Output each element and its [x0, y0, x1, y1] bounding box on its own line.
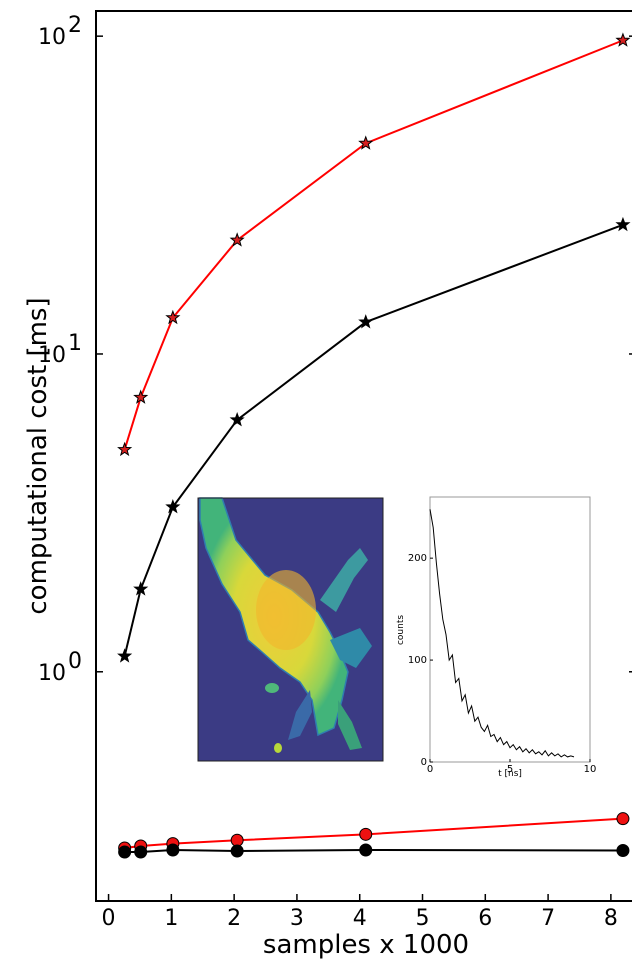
inset-decay-frame: [429, 496, 591, 763]
x-axis-label: samples x 1000: [263, 930, 469, 960]
plot-frame: [95, 10, 632, 902]
data-point: [133, 581, 149, 596]
data-point: [118, 845, 132, 859]
x-tick-label: 3: [290, 906, 304, 931]
data-point: [117, 441, 133, 457]
inset-cell-blob-b: [274, 743, 282, 753]
inset-x-tick-label: 5: [507, 764, 513, 775]
inset-cell-process-d: [338, 700, 362, 750]
series-line: [123, 223, 624, 657]
data-point: [229, 232, 245, 247]
y-tick-label: 10: [38, 343, 66, 368]
inset-cell-process-a: [320, 548, 368, 612]
data-point: [615, 32, 631, 47]
data-point: [165, 309, 181, 325]
inset-decay-xlabel: t [ns]: [498, 769, 522, 779]
y-tick-exponent: 2: [68, 13, 82, 38]
y-tick-exponent: 1: [68, 331, 82, 356]
inset-y-tick-label: 200: [408, 553, 427, 564]
data-point: [358, 135, 374, 150]
series-2: [118, 812, 630, 855]
x-tick-label: 0: [102, 906, 116, 931]
data-point: [165, 499, 181, 514]
series-layer: [117, 32, 631, 859]
x-tick-label: 2: [227, 906, 241, 931]
series-1: [117, 216, 631, 663]
series-3: [118, 843, 630, 859]
series-line: [123, 39, 624, 450]
y-tick-exponent: 0: [68, 649, 82, 674]
data-point: [133, 389, 149, 404]
data-point: [358, 314, 374, 329]
inset-decay-ylabel: counts: [396, 615, 406, 645]
data-point: [616, 812, 630, 826]
x-tick-label: 7: [541, 906, 555, 931]
inset-x-tick-label: 0: [427, 764, 433, 775]
inset-cell-image: [197, 497, 384, 762]
series-line: [124, 817, 624, 849]
y-axis-label: computational cost [ms]: [23, 297, 53, 614]
y-tick-label: 10: [38, 661, 66, 686]
inset-cell-process-c: [288, 690, 312, 740]
series-line: [124, 848, 623, 853]
inset-cell-blob-a: [265, 683, 279, 693]
inset-y-tick-label: 0: [421, 757, 427, 768]
data-point: [117, 648, 133, 663]
x-tick-label: 8: [604, 906, 618, 931]
inset-cell-process-b: [330, 628, 372, 668]
x-tick-label: 6: [478, 906, 492, 931]
data-point: [229, 411, 245, 427]
data-point: [166, 843, 180, 857]
x-tick-label: 5: [416, 906, 430, 931]
series-0: [117, 32, 631, 457]
data-point: [616, 843, 630, 857]
x-tick-label: 1: [164, 906, 178, 931]
inset-cell-hotspot: [256, 570, 316, 650]
inset-decay-curve: [429, 509, 575, 758]
inset-cell-frame: [197, 497, 384, 762]
x-tick-label: 4: [353, 906, 367, 931]
data-point: [230, 844, 244, 858]
inset-x-tick-label: 10: [584, 764, 597, 775]
data-point: [359, 843, 373, 857]
inset-y-tick-label: 100: [408, 655, 427, 666]
data-point: [134, 845, 148, 859]
data-point: [359, 827, 373, 841]
data-point: [615, 216, 631, 232]
y-tick-label: 10: [38, 25, 66, 50]
inset-decay-line: [429, 509, 575, 758]
